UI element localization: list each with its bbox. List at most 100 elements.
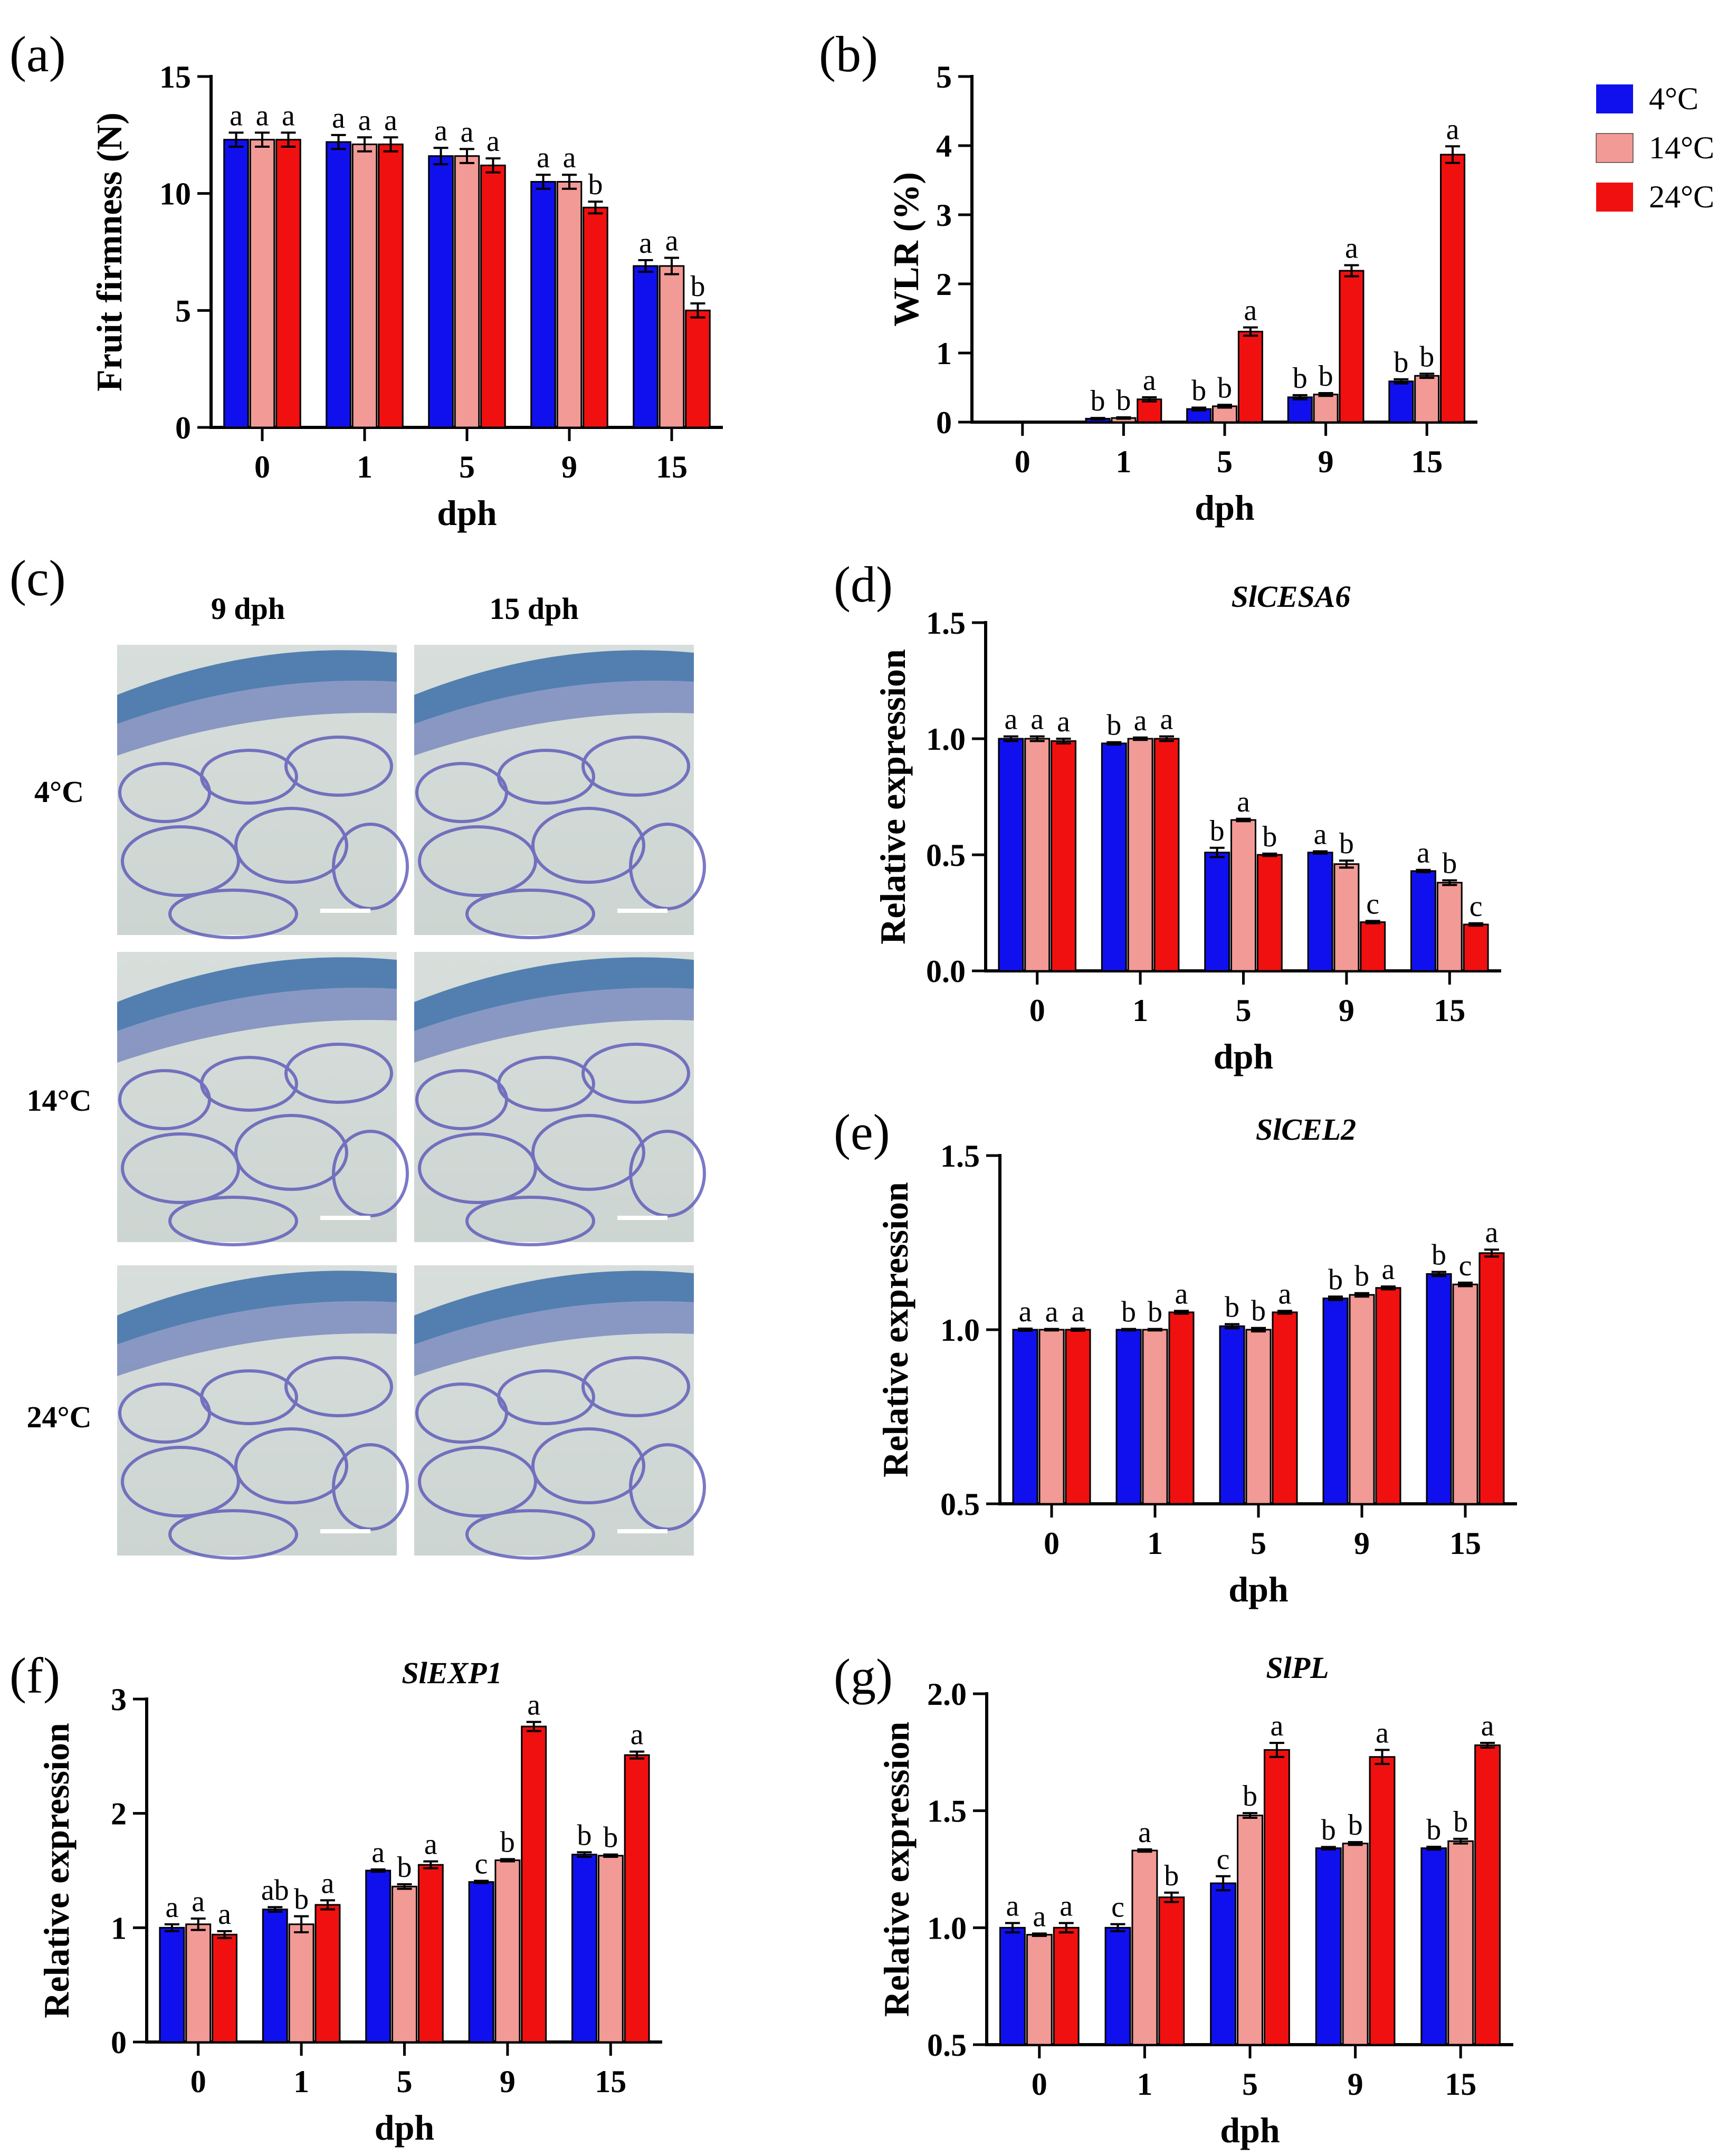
x-tick-label-g: 5 [1242, 2067, 1258, 2102]
bar-b-14c-9 [1313, 394, 1339, 423]
y-tick-label-g: 1.0 [927, 1911, 967, 1945]
x-tick-label-g: 1 [1137, 2067, 1152, 2102]
sig-letter-e-4c-1: b [1121, 1296, 1136, 1329]
bar-f-24c-0 [212, 1933, 237, 2043]
x-tick-label-e: 1 [1147, 1526, 1163, 1561]
x-tick-label-b: 5 [1217, 444, 1233, 479]
x-tick-label-a: 0 [254, 450, 270, 484]
y-tick-label-b: 3 [936, 198, 952, 233]
bar-a-14c-5 [454, 155, 480, 428]
bar-b-4c-9 [1287, 396, 1313, 423]
chart-title-e: SlCEL2 [1256, 1112, 1356, 1147]
chart-title-d: SlCESA6 [1232, 579, 1351, 614]
bar-a-4c-5 [428, 155, 454, 428]
x-axis-title-f: dph [375, 2107, 434, 2148]
sig-letter-e-14c-1: b [1148, 1296, 1162, 1329]
legend-label-14c: 14°C [1649, 130, 1714, 165]
chart-d: (d) 0.0 0.5 1.0 1.5 Relative expression SlCESA… [834, 556, 1501, 1076]
x-tick-label-g: 0 [1032, 2067, 1047, 2102]
sig-letter-e-4c-5: b [1225, 1291, 1239, 1323]
bar-g-14c-5 [1237, 1815, 1263, 2046]
bar-d-4c-15 [1410, 870, 1436, 972]
bar-f-4c-5 [365, 1869, 392, 2043]
y-tick-label-a: 0 [175, 411, 191, 445]
sig-letter-a-24c-5: a [486, 125, 500, 158]
sig-letter-d-14c-5: a [1237, 786, 1250, 818]
bar-g-24c-0 [1053, 1926, 1080, 2046]
sig-letter-e-14c-5: b [1251, 1295, 1266, 1328]
y-tick-label-d: 1.0 [926, 722, 966, 757]
x-tick-label-b: 9 [1318, 444, 1334, 479]
bar-e-4c-1 [1115, 1329, 1142, 1505]
sig-letter-a-4c-15: a [639, 227, 652, 260]
y-tick-label-b: 1 [936, 336, 952, 371]
sig-letter-a-4c-1: a [332, 102, 345, 135]
sig-letter-d-4c-15: a [1417, 837, 1430, 870]
sig-letter-f-14c-9: b [500, 1826, 515, 1858]
y-tick-label-g: 2.0 [927, 1677, 967, 1712]
micrograph-14c-9dph [117, 952, 407, 1245]
legend-swatch-4c [1596, 84, 1633, 113]
sig-letter-f-24c-1: a [321, 1867, 334, 1900]
bar-e-4c-5 [1219, 1325, 1245, 1505]
bar-a-24c-15 [685, 309, 711, 428]
panel-c-micrographs: (c) 9 dph 15 dph 4°C 14°C 24°C [9, 550, 704, 1558]
sig-letter-b-24c-15: a [1446, 113, 1459, 146]
bar-a-24c-0 [275, 139, 301, 428]
panel-label-a: (a) [9, 26, 66, 82]
sig-letter-a-14c-1: a [358, 104, 371, 137]
sig-letter-g-24c-9: a [1376, 1716, 1389, 1749]
bar-e-4c-9 [1322, 1298, 1349, 1505]
bar-e-24c-9 [1375, 1287, 1401, 1505]
y-tick-label-d: 1.5 [926, 606, 966, 641]
y-tick-label-e: 1.0 [940, 1313, 980, 1348]
micrograph-24c-9dph [117, 1265, 407, 1558]
sig-letter-g-24c-1: b [1164, 1859, 1179, 1892]
x-tick-label-f: 5 [397, 2064, 413, 2099]
panel-label-g: (g) [834, 1648, 893, 1705]
y-tick-label-b: 2 [936, 267, 952, 302]
x-tick-label-d: 0 [1029, 993, 1045, 1028]
y-tick-label-f: 0 [111, 2025, 127, 2060]
legend-swatch-14c [1596, 133, 1634, 163]
bar-g-4c-9 [1315, 1847, 1342, 2046]
sig-letter-e-4c-15: b [1432, 1238, 1446, 1271]
x-tick-label-b: 0 [1015, 444, 1031, 479]
bar-d-24c-1 [1153, 738, 1180, 972]
x-tick-label-e: 0 [1044, 1526, 1060, 1561]
bar-f-14c-9 [494, 1859, 521, 2043]
bar-d-4c-9 [1307, 852, 1333, 972]
bar-f-14c-1 [288, 1923, 314, 2043]
y-tick-label-a: 15 [159, 60, 191, 94]
y-tick-label-g: 0.5 [927, 2028, 967, 2063]
bar-b-24c-5 [1237, 330, 1263, 423]
x-axis-title-d: dph [1214, 1036, 1273, 1076]
sig-letter-d-24c-9: c [1366, 888, 1379, 920]
x-tick-label-a: 1 [357, 450, 373, 484]
bar-f-4c-15 [571, 1854, 597, 2043]
panel-label-b: (b) [819, 26, 878, 82]
sig-letter-d-24c-1: a [1160, 703, 1173, 736]
bar-e-14c-5 [1245, 1329, 1272, 1505]
x-tick-label-e: 15 [1449, 1526, 1481, 1561]
bar-e-14c-1 [1142, 1329, 1168, 1505]
sig-letter-d-24c-15: c [1470, 890, 1483, 923]
legend-label-24c: 24°C [1649, 179, 1714, 214]
bar-d-4c-5 [1204, 852, 1230, 972]
x-tick-label-b: 1 [1115, 444, 1131, 479]
sig-letter-f-14c-15: b [603, 1821, 618, 1854]
sig-letter-f-24c-15: a [631, 1719, 644, 1751]
sig-letter-b-4c-1: b [1091, 385, 1105, 417]
y-axis-title-f: Relative expression [36, 1723, 77, 2018]
x-tick-label-g: 15 [1445, 2067, 1476, 2102]
bar-d-14c-5 [1230, 819, 1256, 972]
bar-b-4c-15 [1388, 380, 1414, 423]
sig-letter-f-14c-0: a [192, 1885, 205, 1918]
bar-f-24c-15 [624, 1754, 650, 2043]
sig-letter-f-24c-0: a [218, 1898, 231, 1931]
bar-e-4c-0 [1012, 1329, 1038, 1505]
x-tick-label-g: 9 [1348, 2067, 1363, 2102]
sig-letter-g-4c-15: b [1426, 1814, 1441, 1846]
